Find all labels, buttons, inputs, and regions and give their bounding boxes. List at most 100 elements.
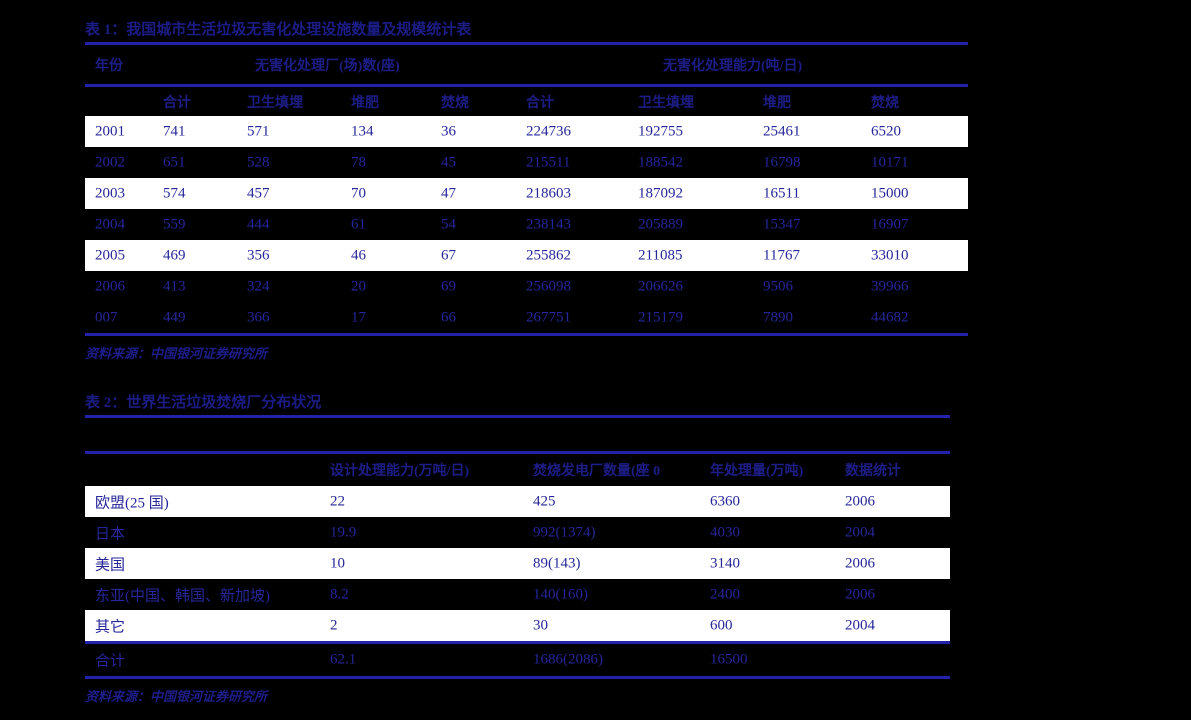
- cell-year: 2005: [95, 247, 125, 263]
- table-row: 2006 413 324 20 69 256098 206626 9506 39…: [85, 271, 968, 302]
- cell: 25461: [763, 123, 801, 139]
- cell: 1686(2086): [533, 651, 603, 668]
- table-2-header: 数据统计: [845, 464, 901, 479]
- cell-year: 2003: [95, 185, 125, 201]
- table-1-header-rule: [85, 84, 968, 87]
- cell: 2006: [845, 493, 875, 509]
- cell: 528: [247, 154, 270, 170]
- cell: 188542: [638, 154, 683, 170]
- table-1-top-rule: [85, 42, 968, 45]
- cell: 651: [163, 154, 186, 170]
- cell: 11767: [763, 247, 800, 263]
- cell: 17: [351, 309, 366, 325]
- table-row: 007 449 366 17 66 267751 215179 7890 446…: [85, 302, 968, 333]
- table-1-header-plants: 无害化处理厂(场)数(座): [255, 58, 400, 74]
- cell: 324: [247, 278, 270, 294]
- table-row: 其它 2 30 600 2004: [85, 610, 950, 641]
- table-2-header-row: 设计处理能力(万吨/日) 焚烧发电厂数量(座 0 年处理量(万吨) 数据统计: [85, 454, 950, 486]
- table-2-header: 年处理量(万吨): [710, 464, 804, 479]
- cell: 2006: [845, 555, 875, 571]
- cell: 140(160): [533, 586, 588, 602]
- cell: 574: [163, 185, 186, 201]
- cell: 33010: [871, 247, 909, 263]
- table-2: 表 2：世界生活垃圾焚烧厂分布状况 设计处理能力(万吨/日) 焚烧发电厂数量(座…: [85, 391, 950, 705]
- table-1: 表 1：我国城市生活垃圾无害化处理设施数量及规模统计表 年份 无害化处理厂(场)…: [85, 18, 968, 362]
- cell-region: 其它: [95, 619, 126, 635]
- cell: 2006: [845, 586, 875, 602]
- table-1-subheader: 合计: [163, 95, 191, 111]
- cell: 16798: [763, 154, 801, 170]
- table-2-header: 设计处理能力(万吨/日): [330, 464, 470, 479]
- cell: 66: [441, 309, 456, 325]
- cell: 16500: [710, 651, 748, 668]
- cell: 559: [163, 216, 186, 232]
- table-total-row: 合计 62.1 1686(2086) 16500: [85, 644, 950, 676]
- cell: 10: [330, 555, 345, 571]
- cell: 224736: [526, 123, 571, 139]
- table-2-source: 资料来源：中国银河证券研究所: [85, 689, 268, 704]
- cell: 46: [351, 247, 366, 263]
- cell-region: 美国: [95, 557, 126, 573]
- table-2-title: 表 2：世界生活垃圾焚烧厂分布状况: [85, 395, 322, 411]
- table-2-header-rule: [85, 451, 950, 454]
- table-row: 欧盟(25 国) 22 425 6360 2006: [85, 486, 950, 517]
- table-1-source: 资料来源：中国银河证券研究所: [85, 346, 268, 361]
- cell: 206626: [638, 278, 683, 294]
- cell: 78: [351, 154, 366, 170]
- cell-region: 东亚(中国、韩国、新加坡): [95, 588, 270, 604]
- cell-region: 欧盟(25 国): [95, 495, 169, 511]
- table-1-bottom-rule: [85, 333, 968, 336]
- cell: 22: [330, 493, 345, 509]
- table-row: 日本 19.9 992(1374) 4030 2004: [85, 517, 950, 548]
- cell: 267751: [526, 309, 571, 325]
- cell: 444: [247, 216, 270, 232]
- table-2-total-rule: [85, 641, 950, 644]
- table-1-header-capacity: 无害化处理能力(吨/日): [663, 58, 803, 74]
- cell: 571: [247, 123, 270, 139]
- cell: 215511: [526, 154, 571, 170]
- table-1-title: 表 1：我国城市生活垃圾无害化处理设施数量及规模统计表: [85, 22, 472, 38]
- table-1-group-header-row: 年份 无害化处理厂(场)数(座) 无害化处理能力(吨/日): [85, 45, 968, 84]
- cell: 192755: [638, 123, 683, 139]
- table-row: 美国 10 89(143) 3140 2006: [85, 548, 950, 579]
- cell: 366: [247, 309, 270, 325]
- cell: 215179: [638, 309, 683, 325]
- cell: 54: [441, 216, 456, 232]
- table-row: 2003 574 457 70 47 218603 187092 16511 1…: [85, 178, 968, 209]
- table-1-subheader: 堆肥: [351, 95, 379, 111]
- cell: 425: [533, 493, 556, 509]
- cell: 45: [441, 154, 456, 170]
- cell: 61: [351, 216, 366, 232]
- cell: 6360: [710, 493, 740, 509]
- table-1-header-year: 年份: [95, 58, 123, 74]
- cell: 8.2: [330, 586, 349, 602]
- cell: 356: [247, 247, 270, 263]
- cell: 39966: [871, 278, 909, 294]
- cell: 449: [163, 309, 186, 325]
- cell: 7890: [763, 309, 793, 325]
- table-row: 2002 651 528 78 45 215511 188542 16798 1…: [85, 147, 968, 178]
- cell: 62.1: [330, 651, 357, 668]
- cell: 47: [441, 185, 456, 201]
- cell: 2004: [845, 617, 875, 633]
- cell: 10171: [871, 154, 909, 170]
- cell: 187092: [638, 185, 683, 201]
- cell: 3140: [710, 555, 740, 571]
- table-2-top-rule: [85, 415, 950, 418]
- cell: 218603: [526, 185, 571, 201]
- cell: 89(143): [533, 555, 581, 571]
- cell: 30: [533, 617, 548, 633]
- cell: 67: [441, 247, 456, 263]
- cell: 15347: [763, 216, 801, 232]
- cell: 16907: [871, 216, 909, 232]
- cell: 15000: [871, 185, 909, 201]
- table-1-subheader: 焚烧: [871, 95, 899, 111]
- cell: 457: [247, 185, 270, 201]
- cell-region: 日本: [95, 526, 126, 542]
- cell: 70: [351, 185, 366, 201]
- cell: 44682: [871, 309, 909, 325]
- cell: 992(1374): [533, 524, 596, 540]
- cell-year: 007: [95, 309, 118, 325]
- table-row: 东亚(中国、韩国、新加坡) 8.2 140(160) 2400 2006: [85, 579, 950, 610]
